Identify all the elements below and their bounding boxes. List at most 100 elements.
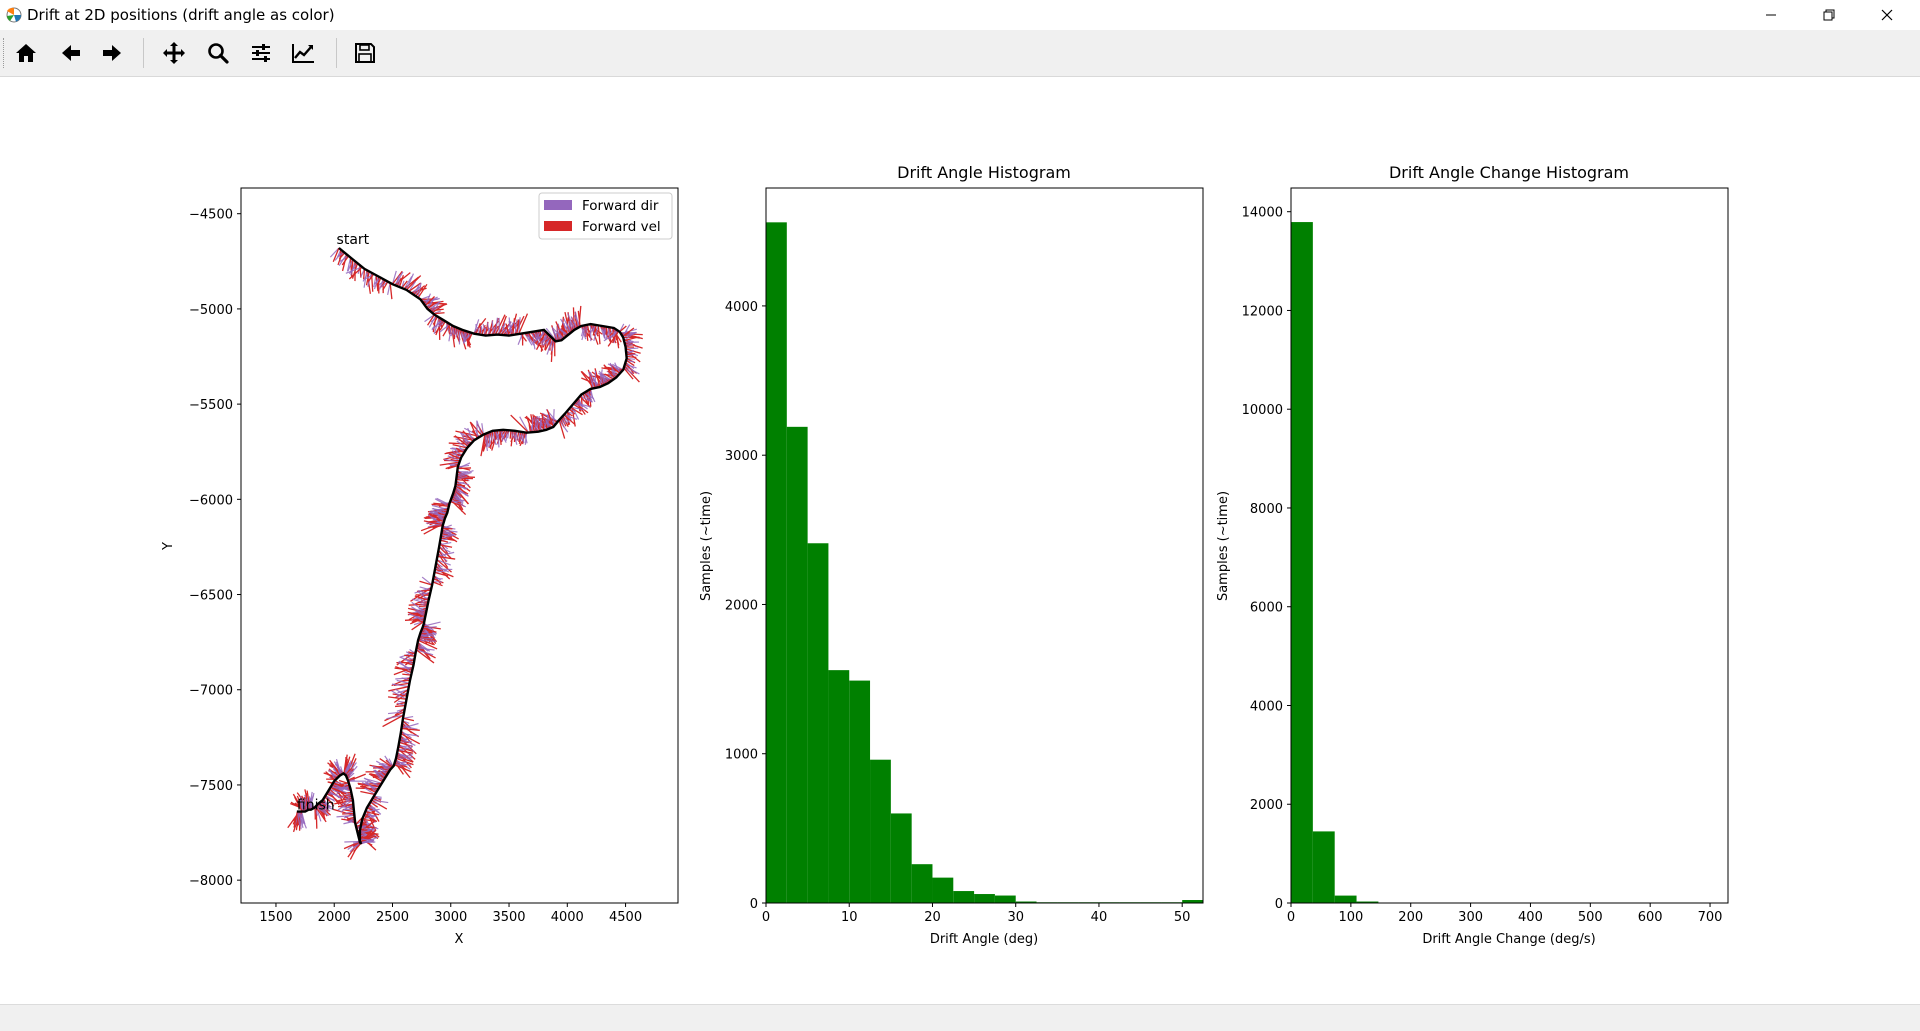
x-axis-label: Drift Angle Change (deg/s) — [1422, 932, 1595, 947]
x-tick-label: 100 — [1338, 910, 1363, 925]
y-tick-label: −6500 — [189, 589, 233, 604]
forward-vel-arrow — [440, 540, 448, 542]
forward-dir-arrow — [434, 571, 447, 573]
forward-vel-arrow — [403, 718, 414, 720]
y-tick-label: 12000 — [1242, 304, 1283, 319]
y-tick-label: 2000 — [1250, 798, 1283, 813]
histogram-bars — [766, 222, 1203, 903]
y-tick-label: −5500 — [189, 398, 233, 413]
x-tick-label: 4000 — [551, 910, 584, 925]
forward-vel-arrow — [598, 325, 600, 344]
toolbar-grip[interactable] — [3, 38, 6, 68]
x-tick-label: 3500 — [492, 910, 525, 925]
forward-vel-arrow — [456, 484, 465, 486]
forward-dir-arrow — [396, 756, 412, 757]
forward-dir-arrow — [399, 275, 400, 287]
y-tick-label: −6000 — [189, 493, 233, 508]
y-tick-label: −5000 — [189, 303, 233, 318]
forward-vel-arrow — [458, 468, 471, 469]
restore-button[interactable] — [1800, 0, 1858, 30]
home-icon — [15, 42, 37, 64]
home-button[interactable] — [10, 37, 42, 69]
y-tick-label: 0 — [750, 897, 758, 912]
y-tick-label: −8000 — [189, 874, 233, 889]
histogram-bar — [912, 864, 933, 903]
toolbar-separator — [143, 38, 144, 68]
forward-vel-arrow — [610, 327, 611, 343]
x-tick-label: 500 — [1578, 910, 1603, 925]
forward-vel-arrow — [390, 283, 392, 299]
x-tick-label: 2000 — [318, 910, 351, 925]
toolbar-separator — [336, 38, 337, 68]
y-tick-label: 10000 — [1242, 403, 1283, 418]
y-axis-label: Samples (~time) — [1216, 491, 1231, 601]
close-button[interactable] — [1858, 0, 1916, 30]
forward-vel-arrow — [437, 556, 455, 559]
histogram-bar — [932, 878, 953, 903]
drift-arrows-layer — [288, 248, 643, 860]
restore-icon — [1823, 9, 1835, 21]
forward-vel-arrow — [395, 706, 405, 707]
forward-dir-arrow — [626, 348, 639, 349]
forward-vel-arrow — [456, 480, 468, 481]
window-title: Drift at 2D positions (drift angle as co… — [27, 6, 335, 24]
legend-swatch-forward-vel — [544, 221, 572, 231]
forward-dir-arrow — [498, 430, 499, 447]
legend-label-forward-vel: Forward vel — [582, 219, 661, 235]
chart-title: Drift Angle Histogram — [897, 163, 1071, 182]
save-button[interactable] — [349, 37, 381, 69]
finish-annotation: finish — [297, 798, 335, 814]
x-axis-label: X — [455, 932, 464, 947]
chart-title: Drift Angle Change Histogram — [1389, 163, 1629, 182]
x-tick-label: 1500 — [259, 910, 292, 925]
x-tick-label: 0 — [1287, 910, 1295, 925]
histogram-bar — [1313, 831, 1335, 903]
x-tick-label: 200 — [1398, 910, 1423, 925]
configure-subplots-button[interactable] — [245, 37, 277, 69]
x-tick-label: 600 — [1638, 910, 1663, 925]
y-tick-label: 14000 — [1242, 206, 1283, 221]
close-icon — [1881, 9, 1893, 21]
histogram-bar — [828, 670, 849, 903]
histogram-bar — [953, 891, 974, 903]
forward-button[interactable] — [96, 37, 128, 69]
x-tick-label: 700 — [1698, 910, 1723, 925]
x-tick-label: 10 — [841, 910, 858, 925]
forward-vel-arrow — [627, 357, 637, 358]
zoom-button[interactable] — [202, 37, 234, 69]
forward-vel-arrow — [513, 318, 515, 335]
arrow-right-icon — [101, 42, 123, 64]
x-tick-label: 2500 — [376, 910, 409, 925]
drift-angle-change-histogram-axes[interactable]: Drift Angle Change Histogram 0 100 200 300 4… — [1216, 163, 1728, 947]
x-tick-label: 400 — [1518, 910, 1543, 925]
axes-frame — [1291, 188, 1728, 903]
histogram-bar — [787, 427, 808, 903]
x-axis-label: Drift Angle (deg) — [930, 932, 1038, 947]
pan-button[interactable] — [158, 37, 190, 69]
x-tick-label: 40 — [1091, 910, 1108, 925]
x-tick-label: 0 — [762, 910, 770, 925]
x-tick-label: 300 — [1458, 910, 1483, 925]
x-tick-label: 3000 — [434, 910, 467, 925]
forward-vel-arrow — [624, 366, 639, 382]
forward-dir-arrow — [337, 815, 355, 816]
back-button[interactable] — [55, 37, 87, 69]
histogram-bar — [808, 543, 829, 903]
forward-dir-arrow — [396, 758, 413, 759]
navigation-toolbar — [0, 30, 1920, 77]
edit-axis-button[interactable] — [287, 37, 319, 69]
x-tick-label: 20 — [924, 910, 941, 925]
histogram-bar — [1291, 222, 1313, 903]
minimize-button[interactable] — [1742, 0, 1800, 30]
status-bar — [0, 1004, 1920, 1031]
y-tick-label: −4500 — [189, 208, 233, 223]
forward-vel-arrow — [510, 430, 511, 438]
window-titlebar: Drift at 2D positions (drift angle as co… — [0, 0, 1920, 30]
y-tick-label: 4000 — [725, 300, 758, 315]
forward-vel-arrow — [404, 655, 415, 656]
